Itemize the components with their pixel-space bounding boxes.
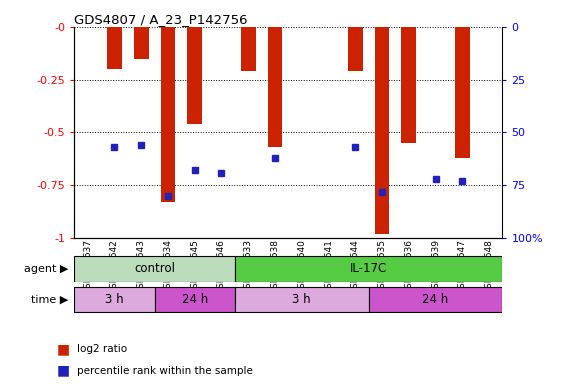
Bar <box>74 256 235 282</box>
Bar <box>375 27 389 234</box>
Bar <box>241 27 256 71</box>
Text: time ▶: time ▶ <box>31 295 69 305</box>
Text: 3 h: 3 h <box>105 293 124 306</box>
Bar <box>134 27 148 59</box>
Bar <box>235 256 502 282</box>
Text: ■: ■ <box>57 364 70 377</box>
Bar <box>160 27 175 202</box>
Text: 3 h: 3 h <box>292 293 311 306</box>
Text: 24 h: 24 h <box>423 293 449 306</box>
Bar <box>155 286 235 313</box>
Text: ■: ■ <box>57 343 70 356</box>
Bar <box>401 27 416 143</box>
Bar <box>369 286 502 313</box>
Text: log2 ratio: log2 ratio <box>77 344 127 354</box>
Bar <box>107 27 122 69</box>
Text: agent ▶: agent ▶ <box>24 264 69 274</box>
Bar <box>268 27 282 147</box>
Text: control: control <box>134 262 175 275</box>
Text: 24 h: 24 h <box>182 293 208 306</box>
Text: percentile rank within the sample: percentile rank within the sample <box>77 366 253 376</box>
Bar <box>235 286 369 313</box>
Text: IL-17C: IL-17C <box>350 262 387 275</box>
Bar <box>74 286 155 313</box>
Bar <box>187 27 202 124</box>
Bar <box>455 27 470 158</box>
Bar <box>348 27 363 71</box>
Text: GDS4807 / A_23_P142756: GDS4807 / A_23_P142756 <box>74 13 248 26</box>
